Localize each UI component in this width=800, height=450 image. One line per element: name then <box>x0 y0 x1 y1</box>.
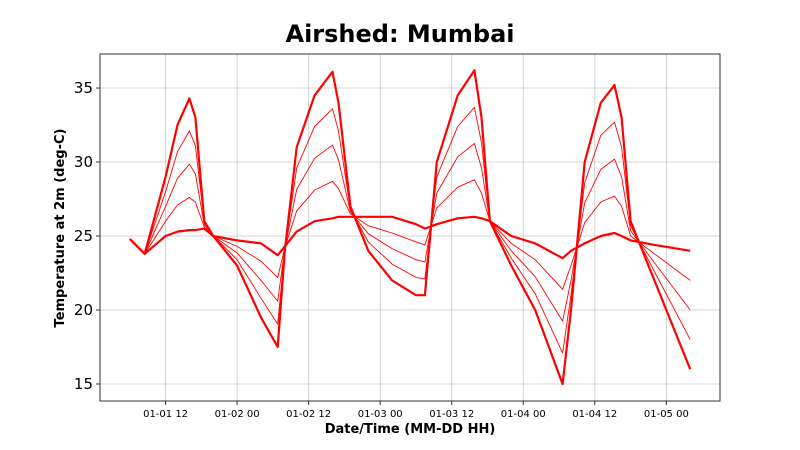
series-line-member-flat <box>129 215 691 260</box>
series-line-member-warm <box>129 106 691 354</box>
x-tick-label: 01-04 12 <box>572 409 617 420</box>
grid <box>100 54 720 401</box>
y-ticks: 15 20 25 30 35 <box>74 79 100 393</box>
y-tick-label: 20 <box>74 301 93 319</box>
plot-frame <box>99 53 721 402</box>
x-tick-label: 01-05 00 <box>644 409 689 420</box>
x-tick-label: 01-02 12 <box>286 409 331 420</box>
y-axis-label: Temperature at 2m (deg-C) <box>53 129 68 328</box>
x-ticks: 01-01 12 01-02 00 01-02 12 01-03 00 01-03 12… <box>143 401 689 420</box>
x-tick-label: 01-04 00 <box>501 409 546 420</box>
y-tick-label: 35 <box>74 79 93 97</box>
series-line-member-mild <box>129 179 691 290</box>
x-tick-label: 01-03 12 <box>429 409 474 420</box>
y-tick-label: 15 <box>74 375 93 393</box>
x-axis-label: Date/Time (MM-DD HH) <box>325 422 496 437</box>
series-lines <box>129 69 692 386</box>
x-tick-label: 01-01 12 <box>143 409 188 420</box>
series-line-member-hot <box>129 69 692 386</box>
y-tick-label: 25 <box>74 227 93 245</box>
series-line-member-mid <box>129 143 691 322</box>
chart-title: Airshed: Mumbai <box>285 20 515 48</box>
x-tick-label: 01-03 00 <box>358 409 403 420</box>
x-tick-label: 01-02 00 <box>215 409 260 420</box>
y-tick-label: 30 <box>74 153 93 171</box>
